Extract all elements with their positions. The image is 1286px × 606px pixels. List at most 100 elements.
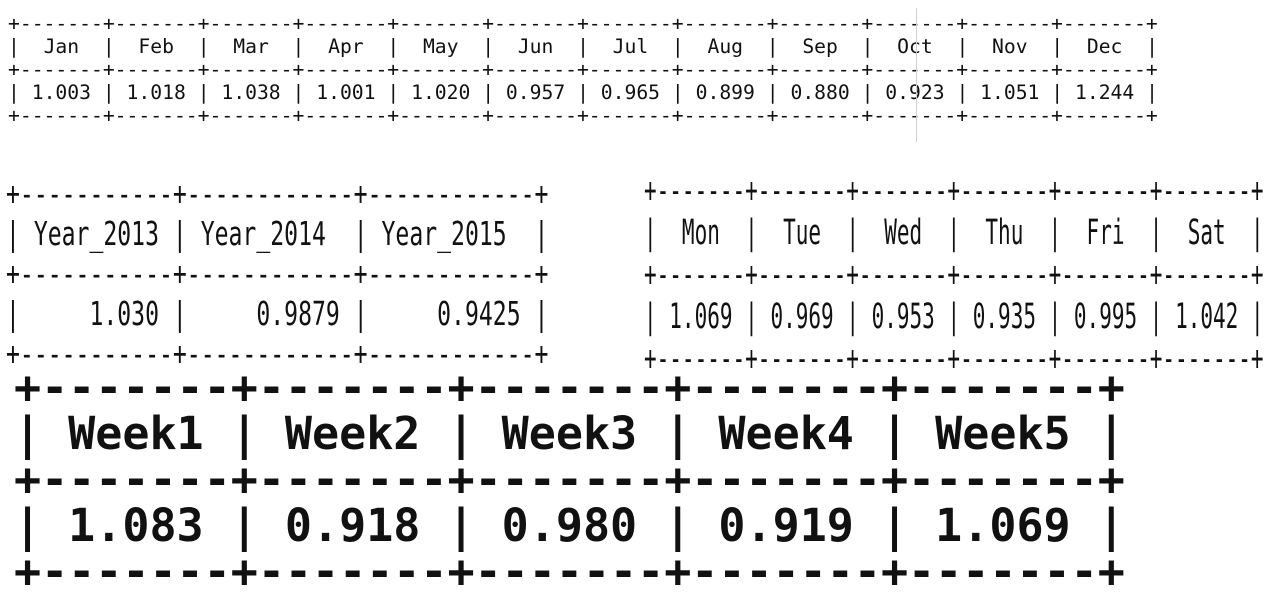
yearly-index-table: +-----------+------------+------------+ …	[6, 174, 548, 374]
cell-separator: |	[664, 407, 692, 460]
cell-separator: |	[644, 213, 657, 253]
cell-separator: |	[292, 35, 305, 58]
monthly-index-table: +-------+-------+-------+-------+-------…	[8, 12, 1158, 127]
value-cell: 0.899	[683, 81, 767, 104]
table-border: +-------+-------+-------+-------+-------…	[644, 339, 1264, 379]
cell-separator: |	[881, 407, 909, 460]
value-cell: 0.9425	[367, 294, 535, 333]
header-cell: Oct	[873, 35, 957, 58]
cell-separator: |	[353, 214, 368, 253]
value-cell: 0.923	[873, 81, 957, 104]
header-cell: Week1	[41, 407, 231, 460]
cell-separator: |	[1250, 213, 1264, 253]
header-cell: Dec	[1063, 35, 1147, 58]
cell-separator: |	[1146, 35, 1158, 58]
cell-separator: |	[292, 81, 305, 104]
value-cell: 0.918	[257, 499, 448, 552]
table-border: +-------+-------+-------+-------+-------…	[644, 255, 1264, 295]
cell-separator: |	[1051, 35, 1064, 58]
cell-separator: |	[387, 81, 400, 104]
value-cell: 1.018	[114, 81, 198, 104]
cell-separator: |	[6, 294, 20, 333]
cell-separator: |	[947, 213, 961, 253]
cell-separator: |	[172, 294, 187, 333]
header-cell: Mon	[656, 213, 746, 253]
cell-separator: |	[956, 81, 969, 104]
value-cell: 1.051	[968, 81, 1052, 104]
header-cell: Jun	[494, 35, 578, 58]
table-border: +-------+-------+-------+-------+-------…	[14, 361, 1125, 414]
header-cell: Feb	[114, 35, 198, 58]
cell-separator: |	[534, 214, 549, 253]
cell-separator: |	[482, 81, 495, 104]
value-cell: 1.069	[908, 499, 1098, 552]
cell-separator: |	[644, 297, 657, 337]
cell-separator: |	[1097, 499, 1125, 552]
value-cell: 1.003	[19, 81, 103, 104]
value-cell: 0.880	[778, 81, 862, 104]
cell-separator: |	[671, 81, 684, 104]
cell-separator: |	[766, 81, 779, 104]
cell-separator: |	[447, 407, 475, 460]
cell-separator: |	[172, 214, 187, 253]
cell-separator: |	[577, 35, 589, 58]
weekly-index-table: +-------+-------+-------+-------+-------…	[14, 365, 1125, 595]
cell-separator: |	[8, 35, 20, 58]
cell-separator: |	[197, 81, 210, 104]
header-cell: May	[399, 35, 483, 58]
cell-separator: |	[6, 214, 20, 253]
header-cell: Year_2014	[186, 214, 354, 253]
header-cell: Jul	[588, 35, 672, 58]
cell-separator: |	[14, 499, 42, 552]
header-cell: Apr	[304, 35, 388, 58]
cell-separator: |	[1097, 407, 1125, 460]
value-cell: 0.953	[858, 297, 948, 337]
header-cell: Fri	[1061, 213, 1150, 253]
cell-separator: |	[14, 407, 42, 460]
cell-separator: |	[846, 297, 859, 337]
header-cell: Week2	[257, 407, 448, 460]
header-cell: Thu	[960, 213, 1049, 253]
header-cell: Week5	[908, 407, 1098, 460]
cell-separator: |	[387, 35, 400, 58]
table-border: +-----------+------------+------------+	[6, 254, 549, 293]
header-cell: Tue	[757, 213, 847, 253]
value-cell: 1.030	[19, 294, 173, 333]
value-cell: 0.965	[588, 81, 672, 104]
cell-separator: |	[102, 81, 115, 104]
cell-separator: |	[230, 407, 258, 460]
cell-separator: |	[861, 35, 874, 58]
cell-separator: |	[1250, 297, 1264, 337]
cell-separator: |	[956, 35, 969, 58]
cell-separator: |	[534, 294, 549, 333]
cell-separator: |	[745, 213, 758, 253]
cell-separator: |	[353, 294, 368, 333]
table-border: +-------+-------+-------+-------+-------…	[8, 58, 1158, 81]
cell-separator: |	[102, 35, 115, 58]
cell-separator: |	[846, 213, 859, 253]
header-cell: Wed	[858, 213, 948, 253]
cell-separator: |	[447, 499, 475, 552]
weekday-index-table: +-------+-------+-------+-------+-------…	[644, 170, 1264, 380]
cell-separator: |	[230, 499, 258, 552]
cell-separator: |	[1048, 297, 1062, 337]
table-border: +-------+-------+-------+-------+-------…	[14, 453, 1125, 506]
cell-separator: |	[1051, 81, 1064, 104]
cell-separator: |	[1149, 213, 1163, 253]
header-cell: Aug	[683, 35, 767, 58]
cell-separator: |	[664, 499, 692, 552]
value-cell: 0.969	[757, 297, 847, 337]
cell-separator: |	[482, 35, 495, 58]
table-border: +-------+-------+-------+-------+-------…	[644, 171, 1264, 211]
cell-separator: |	[947, 297, 961, 337]
value-cell: 1.001	[304, 81, 388, 104]
table-border: +-------+-------+-------+-------+-------…	[8, 12, 1158, 35]
value-cell: 1.038	[209, 81, 293, 104]
table-border: +-----------+------------+------------+	[6, 334, 549, 373]
cell-separator: |	[881, 499, 909, 552]
cell-separator: |	[8, 81, 20, 104]
value-cell: 1.244	[1063, 81, 1147, 104]
value-cell: 0.995	[1061, 297, 1150, 337]
cell-separator: |	[671, 35, 684, 58]
header-cell: Year_2015	[367, 214, 535, 253]
